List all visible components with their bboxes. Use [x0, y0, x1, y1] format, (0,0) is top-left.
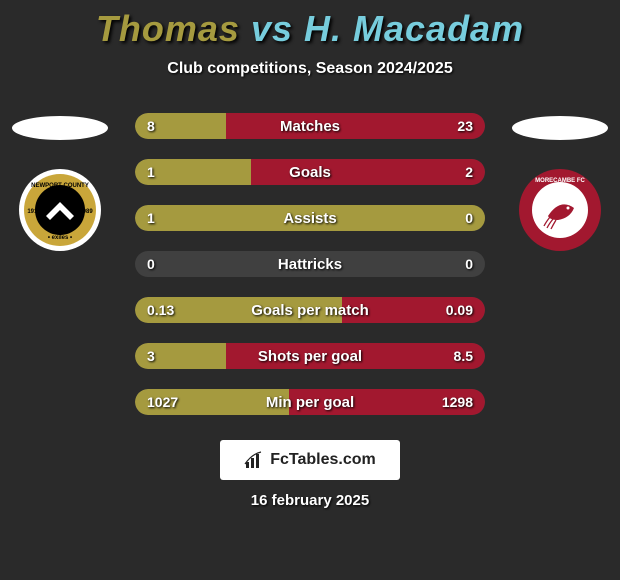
title-vs: vs	[251, 8, 293, 49]
stat-row: 823Matches	[135, 113, 485, 139]
svg-text:• exiles •: • exiles •	[48, 235, 72, 241]
stat-fill-right	[226, 343, 485, 369]
stat-fill-left	[135, 205, 485, 231]
stat-label: Hattricks	[135, 251, 485, 277]
stat-fill-right	[289, 389, 485, 415]
stat-row: 12Goals	[135, 159, 485, 185]
comparison-area: NEWPORT COUNTY • exiles • 1912 1989 MORE…	[0, 98, 620, 428]
stat-row: 0.130.09Goals per match	[135, 297, 485, 323]
crest-right-icon: MORECAMBE FC	[518, 168, 602, 252]
title-player2: H. Macadam	[304, 8, 524, 49]
logo-text: FcTables.com	[270, 451, 376, 469]
stat-bars: 823Matches 12Goals 10Assists 0 0Hattricks 0.1…	[135, 113, 485, 435]
stat-fill-left	[135, 389, 289, 415]
stat-fill-right	[226, 113, 485, 139]
stat-row: 10271298Min per goal	[135, 389, 485, 415]
date-label: 16 february 2025	[0, 492, 620, 509]
crest-left-icon: NEWPORT COUNTY • exiles • 1912 1989	[18, 168, 102, 252]
stat-fill-left	[135, 297, 342, 323]
stat-fill-left	[135, 343, 226, 369]
svg-text:MORECAMBE FC: MORECAMBE FC	[535, 178, 585, 184]
stat-value-right: 0	[465, 251, 473, 277]
stat-fill-left	[135, 113, 226, 139]
fctables-logo: FcTables.com	[220, 440, 400, 480]
stat-fill-right	[251, 159, 486, 185]
player2-ellipse-icon	[510, 114, 610, 142]
stat-fill-right	[342, 297, 486, 323]
page-title: Thomas vs H. Macadam	[0, 0, 620, 50]
player1-ellipse-icon	[10, 114, 110, 142]
stat-row: 38.5Shots per goal	[135, 343, 485, 369]
stat-fill-left	[135, 159, 251, 185]
club-crest-right: MORECAMBE FC	[518, 168, 602, 252]
svg-text:NEWPORT COUNTY: NEWPORT COUNTY	[31, 183, 89, 189]
bar-chart-icon	[244, 450, 264, 470]
stat-row: 10Assists	[135, 205, 485, 231]
subtitle: Club competitions, Season 2024/2025	[0, 60, 620, 78]
svg-text:1912: 1912	[27, 209, 41, 215]
club-crest-left: NEWPORT COUNTY • exiles • 1912 1989	[18, 168, 102, 252]
svg-text:1989: 1989	[79, 209, 93, 215]
stat-row: 0 0Hattricks	[135, 251, 485, 277]
stat-value-left: 0	[147, 251, 155, 277]
title-player1: Thomas	[96, 8, 240, 49]
